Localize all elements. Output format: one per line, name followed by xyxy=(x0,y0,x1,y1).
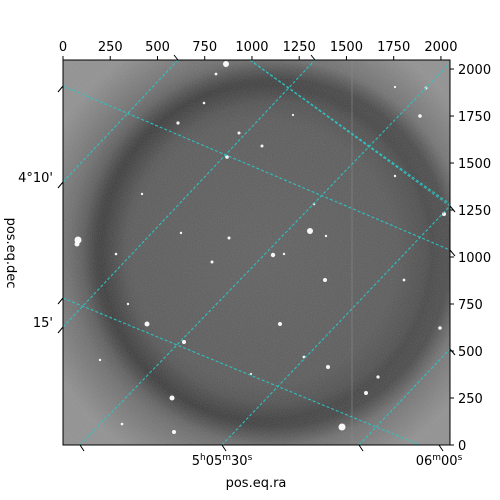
wcs-tick xyxy=(358,444,364,452)
star xyxy=(326,365,330,369)
star xyxy=(291,113,295,117)
right-tick-label: 750 xyxy=(458,298,483,313)
wcs-tick xyxy=(57,181,64,189)
wcs-tick xyxy=(449,249,456,257)
x-axis-label: pos.eq.ra xyxy=(226,476,287,491)
right-tick-label: 0 xyxy=(458,439,466,454)
wcs-tick xyxy=(449,205,456,213)
right-tick-label: 1000 xyxy=(458,251,491,266)
top-tick-label: 1000 xyxy=(235,40,268,55)
top-tick-label: 1500 xyxy=(330,40,363,55)
top-tick-label: 500 xyxy=(145,40,170,55)
grid-line xyxy=(63,85,450,251)
star xyxy=(278,322,282,326)
right-tick-label: 250 xyxy=(458,392,483,407)
star xyxy=(144,321,150,327)
top-tick-label: 1750 xyxy=(377,40,410,55)
wcs-tick xyxy=(221,444,227,452)
right-tick-label: 1500 xyxy=(458,157,491,172)
grid-line xyxy=(79,62,450,445)
wcs-tick xyxy=(79,444,85,452)
star xyxy=(98,358,102,362)
grid-line xyxy=(63,297,421,445)
star xyxy=(227,236,231,240)
star xyxy=(74,241,80,247)
coordinate-grid xyxy=(63,60,450,445)
ra-tick-label-1: 5h05m30s xyxy=(192,453,253,469)
star xyxy=(338,423,346,431)
ra-tick-label-2: 06m00s xyxy=(416,453,463,469)
right-tick-label: 500 xyxy=(458,345,483,360)
image-noise xyxy=(63,60,450,445)
right-pixel-axis: 0 250 500 750 1000 1250 1500 1750 2000 xyxy=(450,63,491,454)
star xyxy=(169,395,175,401)
star xyxy=(120,422,124,426)
stars xyxy=(74,61,446,434)
sky-image xyxy=(63,60,450,445)
wcs-tick-marks xyxy=(57,54,456,452)
wcs-tick xyxy=(310,54,316,61)
top-tick-label: 0 xyxy=(59,40,67,55)
star xyxy=(225,155,229,159)
star xyxy=(393,174,397,178)
star xyxy=(270,252,276,258)
dec-tick-label-1: 4°10' xyxy=(18,171,53,186)
y-axis-label: pos.eq.dec xyxy=(3,218,18,289)
star xyxy=(260,144,264,148)
star xyxy=(402,278,406,282)
star xyxy=(438,326,442,330)
grid-line xyxy=(221,205,450,445)
star xyxy=(179,231,183,235)
star xyxy=(324,234,328,238)
wcs-tick xyxy=(173,54,179,61)
right-tick-label: 1250 xyxy=(458,204,491,219)
star xyxy=(376,375,380,379)
star xyxy=(237,131,241,135)
right-tick-label: 2000 xyxy=(458,63,491,78)
wcs-tick xyxy=(449,348,456,356)
star xyxy=(126,302,130,306)
star xyxy=(393,85,397,89)
star xyxy=(172,430,176,434)
star xyxy=(223,61,229,67)
top-pixel-axis: 0 250 500 750 1000 1250 1500 1750 2000 xyxy=(59,40,457,60)
dec-tick-label-2: 15' xyxy=(33,316,53,331)
wcs-tick xyxy=(57,297,64,305)
axes-frame xyxy=(62,59,451,446)
star xyxy=(176,121,180,125)
top-tick-label: 250 xyxy=(98,40,123,55)
star xyxy=(282,252,286,256)
top-tick-label: 750 xyxy=(192,40,217,55)
right-tick-label: 1750 xyxy=(458,110,491,125)
star xyxy=(202,101,206,105)
wcs-tick xyxy=(57,85,64,93)
star xyxy=(140,192,144,196)
top-tick-label: 1250 xyxy=(283,40,316,55)
star xyxy=(307,228,313,234)
wcs-tick xyxy=(57,326,64,334)
grid-line xyxy=(249,60,450,207)
star xyxy=(182,340,186,344)
star xyxy=(323,278,327,282)
star xyxy=(364,391,368,395)
grid-line xyxy=(63,60,179,183)
grid-line xyxy=(358,348,450,445)
star xyxy=(418,114,422,118)
top-tick-label: 2000 xyxy=(424,40,457,55)
star xyxy=(214,72,218,76)
wcs-tick xyxy=(438,444,444,452)
star xyxy=(210,260,214,264)
grid-line xyxy=(63,60,316,328)
star xyxy=(114,252,118,256)
star xyxy=(249,372,253,376)
